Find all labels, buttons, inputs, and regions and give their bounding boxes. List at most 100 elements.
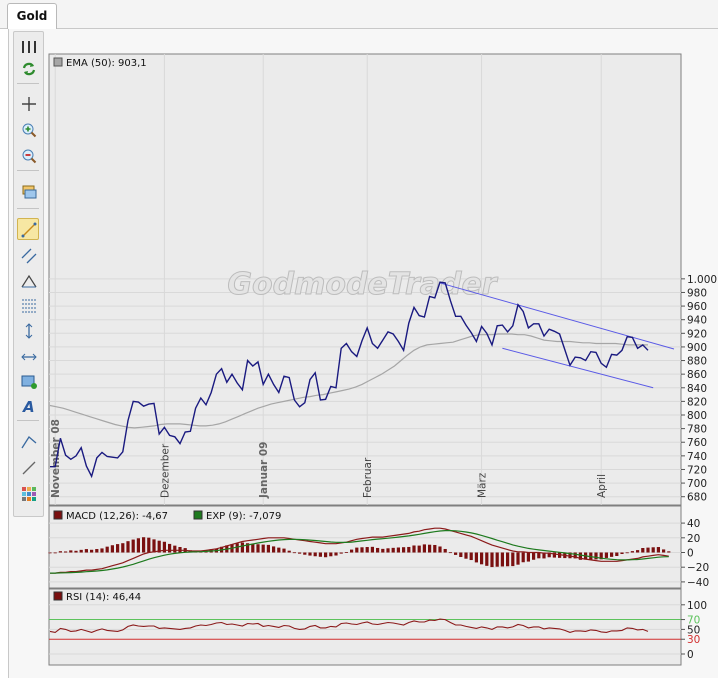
vertical-line-tool-button[interactable]	[17, 319, 39, 341]
tab-bar: Gold	[0, 0, 718, 29]
price-y-tick-label: 740	[687, 451, 707, 463]
macd-histogram-bar	[480, 552, 484, 565]
rsi-y-tick-label: 50	[687, 624, 700, 636]
rsi-panel	[48, 588, 682, 666]
macd-histogram-bar	[329, 552, 333, 557]
price-y-tick-label: 680	[687, 492, 707, 504]
macd-histogram-bar	[292, 552, 296, 554]
macd-histogram-bar	[272, 546, 276, 553]
rsi-y-tick-label: 100	[687, 600, 707, 612]
grid-tool-button[interactable]	[17, 482, 39, 504]
macd-histogram-bar	[641, 548, 645, 553]
price-x-tick-label: Dezember	[159, 443, 171, 498]
layers-tool-button[interactable]	[17, 180, 39, 202]
macd-histogram-bar	[324, 552, 328, 558]
macd-histogram-bar	[53, 552, 57, 554]
macd-histogram-bar	[152, 539, 156, 553]
macd-histogram-bar	[506, 552, 510, 567]
macd-histogram-bar	[407, 546, 411, 553]
gold-price-line	[50, 281, 649, 479]
exp-legend: EXP (9): -7,079	[206, 511, 281, 522]
channel-icon	[21, 248, 37, 264]
macd-histogram-bar	[90, 549, 94, 553]
macd-histogram-bar	[246, 543, 250, 553]
macd-histogram-bar	[662, 549, 666, 553]
zoom-in-tool-button[interactable]	[17, 118, 39, 140]
macd-histogram-bar	[105, 546, 109, 553]
macd-legend-swatch	[53, 510, 63, 520]
macd-histogram-bar	[568, 552, 572, 559]
macd-histogram-bar	[474, 552, 478, 563]
macd-histogram-bar	[573, 552, 577, 559]
macd-histogram-bar	[646, 547, 650, 553]
angle-tool-button[interactable]	[17, 430, 39, 452]
angle-icon	[21, 436, 37, 449]
macd-histogram-bar	[370, 546, 374, 553]
macd-histogram-bar	[74, 550, 78, 553]
macd-histogram-bar	[110, 545, 114, 553]
macd-histogram-bar	[136, 538, 140, 553]
fibonacci-tool-button[interactable]	[17, 294, 39, 316]
toolbar-separator	[17, 420, 39, 421]
macd-histogram-bar	[381, 548, 385, 553]
macd-histogram-bar	[157, 540, 161, 553]
macd-histogram-bar	[162, 541, 166, 553]
ema-legend-swatch	[53, 57, 63, 67]
macd-histogram-bar	[402, 547, 406, 553]
macd-histogram-bar	[589, 552, 593, 560]
crosshair-tool-button[interactable]	[17, 92, 39, 114]
macd-histogram-bar	[630, 551, 634, 553]
tab-gold[interactable]: Gold	[7, 3, 57, 29]
grid-icon	[22, 487, 36, 501]
macd-histogram-bar	[594, 552, 598, 560]
horizontal-line-icon	[21, 353, 37, 361]
price-y-tick-label: 960	[687, 301, 707, 313]
zoom-out-tool-button[interactable]	[17, 144, 39, 166]
macd-histogram-bar	[261, 544, 265, 553]
rsi-y-tick-label: 30	[687, 634, 700, 646]
price-x-tick-label: Februar	[362, 457, 374, 498]
trend-line[interactable]	[439, 282, 675, 350]
macd-histogram-bar	[516, 552, 520, 565]
macd-histogram-bar	[604, 552, 608, 558]
price-x-tick-label: April	[596, 474, 608, 498]
refresh-tool-button[interactable]	[17, 57, 39, 79]
text-tool-button[interactable]: A	[17, 394, 39, 416]
toolbar-separator	[17, 83, 39, 84]
toolbar-separator	[17, 208, 39, 209]
zoom-out-icon	[22, 149, 37, 164]
macd-histogram-bar	[422, 544, 426, 553]
toolbar-separator	[17, 170, 39, 171]
macd-histogram-bar	[116, 544, 120, 553]
macd-histogram-bar	[251, 543, 255, 553]
refresh-icon	[22, 62, 36, 76]
price-y-tick-label: 1.000	[687, 274, 717, 286]
line-icon	[22, 461, 36, 475]
line-tool-button[interactable]	[17, 456, 39, 478]
rectangle-tool-button[interactable]	[17, 370, 39, 392]
price-y-tick-label: 940	[687, 315, 707, 327]
macd-histogram-bar	[448, 552, 452, 554]
price-y-tick-label: 760	[687, 437, 707, 449]
trendline-tool-button[interactable]	[17, 218, 39, 240]
rsi-y-tick-label: 0	[687, 649, 694, 661]
rsi-grid	[49, 604, 681, 655]
price-y-tick-label: 840	[687, 383, 707, 395]
channel-tool-button[interactable]	[17, 244, 39, 266]
rsi-line	[49, 618, 649, 633]
trend-line[interactable]	[502, 347, 654, 389]
arc-tool-button[interactable]	[17, 270, 39, 292]
macd-histogram-bar	[84, 549, 88, 553]
macd-histogram-bar	[438, 546, 442, 553]
price-x-tick-label: März	[477, 472, 489, 498]
macd-histogram-bar	[656, 547, 660, 553]
price-y-tick-label: 780	[687, 424, 707, 436]
columns-tool-button[interactable]	[17, 35, 39, 57]
macd-histogram-bar	[490, 552, 494, 568]
macd-histogram-bar	[95, 549, 99, 553]
macd-histogram-bar	[173, 545, 177, 553]
macd-histogram-bar	[552, 552, 556, 558]
rsi-y-tick-label: 70	[687, 615, 700, 627]
horizontal-line-tool-button[interactable]	[17, 345, 39, 367]
